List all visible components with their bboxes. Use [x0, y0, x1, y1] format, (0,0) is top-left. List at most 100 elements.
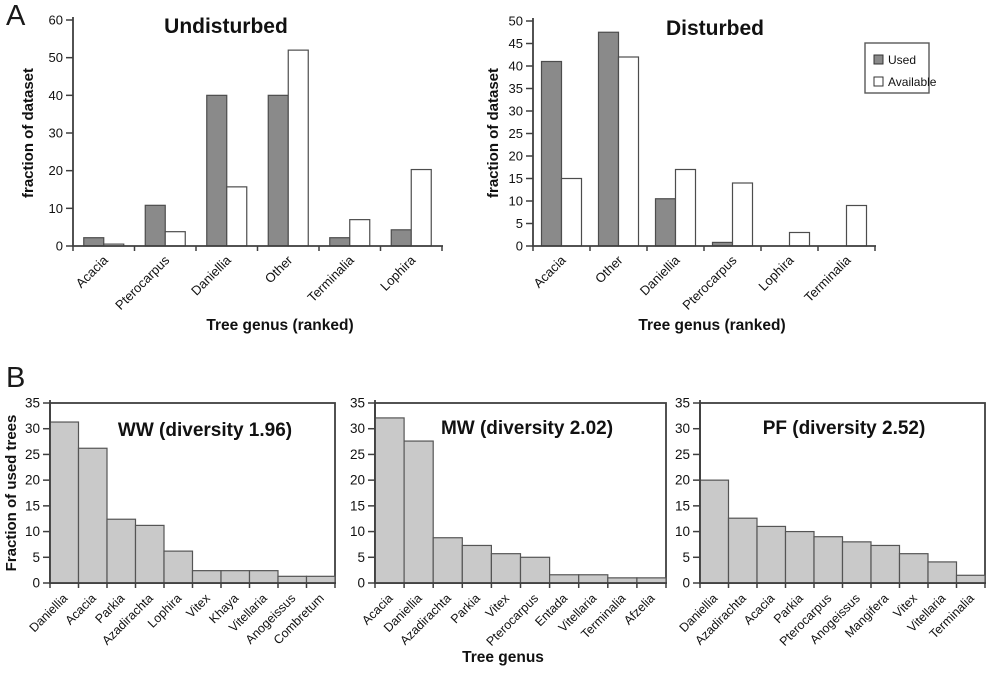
- bar: [163, 550, 194, 584]
- x-tick-label: Parkia: [448, 591, 483, 626]
- y-tick-label: 20: [25, 473, 40, 488]
- y-tick-label: 10: [25, 524, 40, 539]
- y-tick-label: 5: [516, 216, 523, 231]
- y-tick-label: 10: [509, 194, 523, 209]
- y-tick-label: 0: [682, 576, 690, 591]
- bar: [519, 556, 551, 584]
- y-tick-label: 35: [350, 396, 365, 411]
- y-tick-label: 0: [357, 576, 365, 591]
- x-tick-label: Acacia: [62, 591, 98, 627]
- chart-title: Undisturbed: [164, 15, 288, 38]
- y-tick-label: 30: [49, 126, 63, 141]
- x-tick-label: Terminalia: [801, 252, 854, 305]
- y-tick-label: 25: [350, 447, 365, 462]
- chart-title: WW (diversity 1.96): [118, 420, 292, 441]
- bar-used: [144, 204, 166, 247]
- y-tick-label: 35: [509, 81, 523, 96]
- bar-available: [731, 182, 754, 247]
- y-tick-label: 10: [350, 524, 365, 539]
- y-tick-label: 25: [675, 447, 690, 462]
- bar: [248, 570, 279, 584]
- chart-title: PF (diversity 2.52): [763, 418, 926, 439]
- y-tick-label: 15: [509, 171, 523, 186]
- y-tick-label: 50: [49, 50, 63, 65]
- bar-used: [597, 31, 620, 247]
- y-tick-label: 60: [49, 13, 63, 28]
- bar: [756, 525, 787, 584]
- bar: [699, 479, 730, 584]
- y-tick-label: 10: [675, 524, 690, 539]
- y-tick-label: 5: [682, 550, 690, 565]
- legend-used-swatch: [873, 54, 884, 65]
- bar-available: [287, 49, 309, 247]
- x-tick-label: Daniellia: [637, 252, 683, 298]
- y-tick-label: 15: [25, 498, 40, 513]
- bar-available: [410, 168, 432, 247]
- y-tick-label: 35: [675, 396, 690, 411]
- x-tick-label: Daniellia: [27, 591, 71, 635]
- x-tick-label: Acacia: [530, 252, 569, 291]
- bar-available: [164, 231, 186, 247]
- bar: [305, 575, 336, 584]
- x-tick-label: Pterocarpus: [679, 252, 740, 313]
- x-tick-label: Afzelia: [621, 591, 657, 627]
- y-tick-label: 10: [49, 201, 63, 216]
- bar: [813, 536, 844, 584]
- y-tick-label: 30: [509, 104, 523, 119]
- y-tick-label: 35: [25, 396, 40, 411]
- y-tick-label: 15: [675, 498, 690, 513]
- y-tick-label: 5: [357, 550, 365, 565]
- y-tick-label: 30: [25, 421, 40, 436]
- bar-available: [674, 168, 697, 247]
- bar: [77, 447, 108, 584]
- y-tick-label: 5: [32, 550, 40, 565]
- y-tick-label: 15: [350, 498, 365, 513]
- bar: [432, 537, 463, 584]
- y-tick-label: 30: [675, 421, 690, 436]
- bar: [841, 541, 872, 584]
- bar-used: [390, 229, 412, 247]
- y-tick-label: 20: [49, 163, 63, 178]
- bar: [490, 553, 522, 584]
- bar: [955, 574, 986, 584]
- bar: [784, 530, 815, 584]
- bar: [727, 517, 758, 584]
- panel-b-label: B: [6, 362, 26, 394]
- y-tick-label: 0: [32, 576, 40, 591]
- bar: [106, 518, 137, 584]
- y-tick-label: 25: [509, 126, 523, 141]
- y-axis-title: Fraction of used trees: [3, 415, 20, 572]
- x-tick-label: Acacia: [73, 252, 112, 291]
- bar: [578, 574, 609, 584]
- y-tick-label: 50: [509, 14, 523, 29]
- y-tick-label: 30: [350, 421, 365, 436]
- bar: [49, 421, 80, 584]
- bar: [191, 570, 222, 584]
- bar: [898, 553, 929, 584]
- bar-available: [788, 231, 811, 247]
- x-tick-label: Daniellia: [188, 252, 234, 298]
- bar-available: [617, 56, 640, 247]
- bar-used: [329, 237, 351, 247]
- x-axis-title: Tree genus (ranked): [206, 317, 353, 334]
- y-tick-label: 45: [509, 36, 523, 51]
- bar-used: [267, 94, 289, 247]
- panel-a-label: A: [6, 0, 26, 32]
- bar-available: [349, 219, 371, 247]
- bar: [403, 440, 434, 584]
- y-tick-label: 20: [675, 473, 690, 488]
- bar-used: [206, 94, 228, 247]
- y-tick-label: 25: [25, 447, 40, 462]
- y-tick-label: 0: [516, 239, 523, 254]
- bar: [277, 575, 308, 584]
- bar-available: [226, 186, 248, 247]
- chart-title: Disturbed: [666, 17, 764, 40]
- bar: [374, 417, 405, 584]
- bar: [220, 570, 251, 584]
- y-axis-title: fraction of dataset: [20, 68, 37, 198]
- x-axis-title: Tree genus (ranked): [638, 317, 785, 334]
- legend-used-label: Used: [888, 53, 916, 67]
- chart-title: MW (diversity 2.02): [441, 418, 613, 439]
